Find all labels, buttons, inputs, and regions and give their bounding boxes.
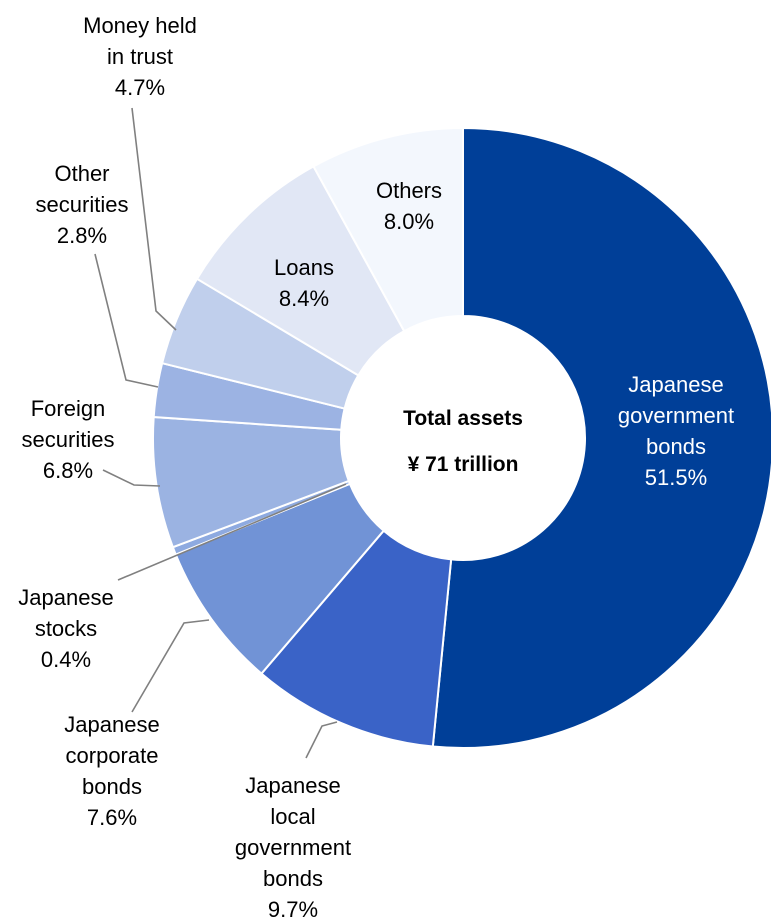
leader-money-held-in-trust <box>131 107 177 331</box>
label-other-securities: Other securities 2.8% <box>36 161 129 248</box>
slice-others <box>312 126 464 333</box>
center-label-line-1: Total assets <box>403 407 523 430</box>
leader-japanese-stocks <box>117 483 347 581</box>
leader-lines-group <box>94 107 347 759</box>
leader-other-securities <box>94 253 159 388</box>
label-money-held-in-trust: Money held in trust 4.7% <box>83 13 197 100</box>
center-label-group: Total assets ¥ 71 trillion <box>403 407 523 476</box>
label-japanese-stocks: Japanese stocks 0.4% <box>18 585 113 672</box>
center-label-line-2: ¥ 71 trillion <box>408 453 519 476</box>
leader-local-government-bonds <box>305 721 338 759</box>
label-japanese-government-bonds: Japanese government bonds 51.5% <box>618 372 734 490</box>
leader-foreign-securities <box>102 469 161 487</box>
leader-corporate-bonds <box>131 619 210 713</box>
label-japanese-local-government-bonds: Japanese local government bonds 9.7% <box>235 773 351 920</box>
slices-group <box>152 126 771 749</box>
label-foreign-securities: Foreign securities 6.8% <box>22 396 115 483</box>
donut-hole <box>341 316 585 560</box>
slice-labels-group: Japanese government bonds 51.5% Japanese loca… <box>18 13 734 920</box>
label-loans: Loans 8.4% <box>274 255 334 311</box>
label-japanese-corporate-bonds: Japanese corporate bonds 7.6% <box>64 712 159 830</box>
label-others: Others 8.0% <box>376 178 442 234</box>
